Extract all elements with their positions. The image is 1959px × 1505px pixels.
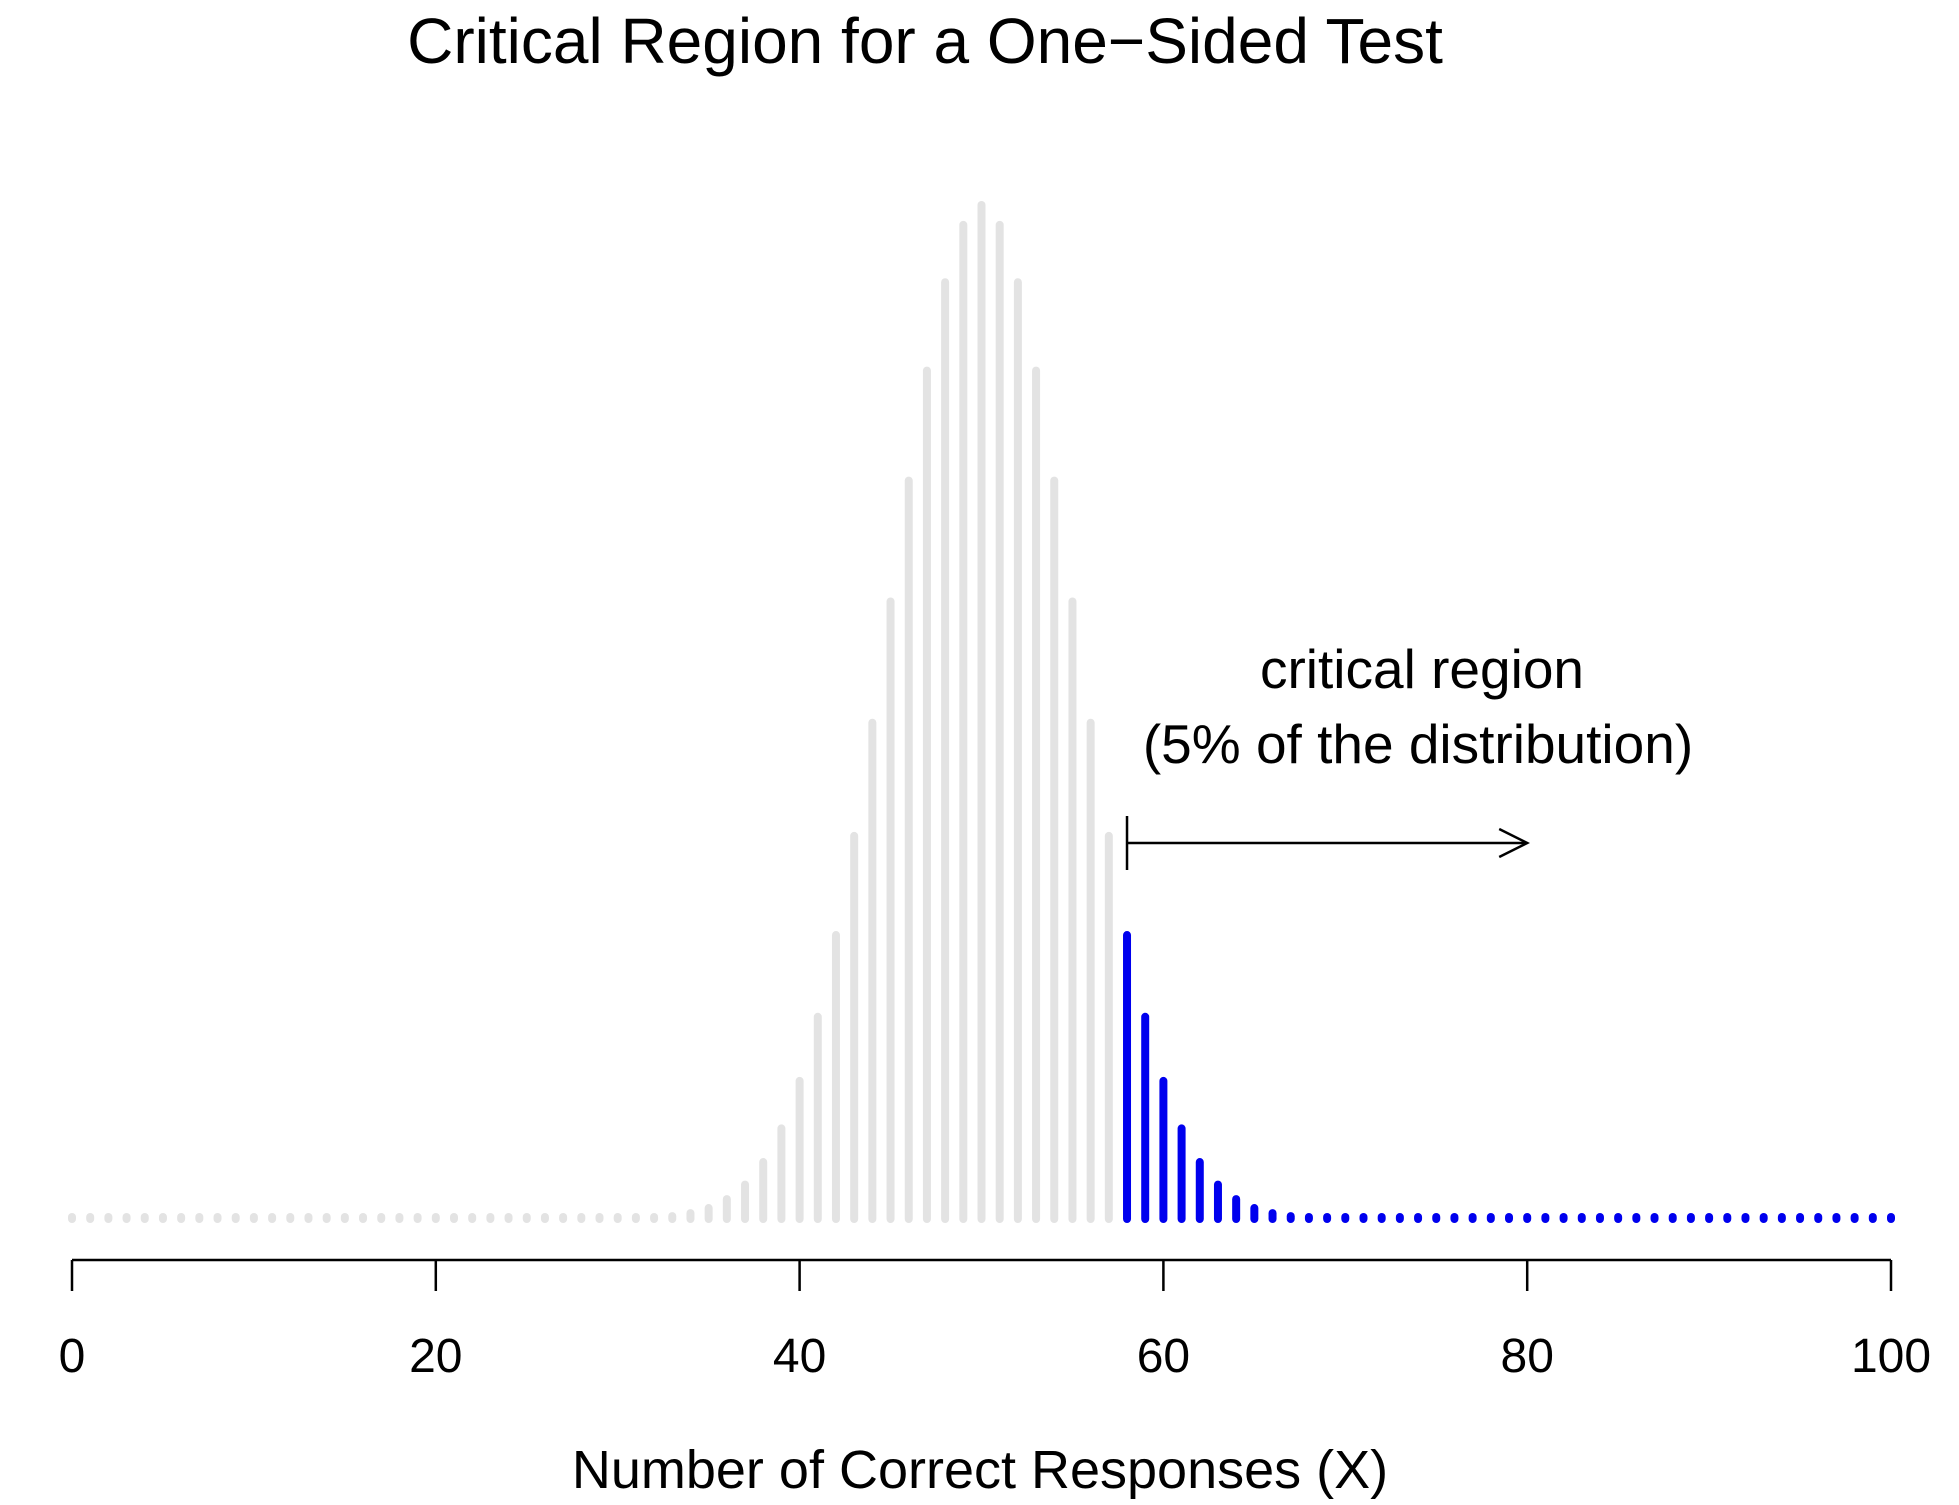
x-axis: 0 20 40 60 80 100 (59, 1258, 1931, 1383)
x-tick-label-60: 60 (1137, 1330, 1190, 1383)
x-tick-label-80: 80 (1501, 1330, 1554, 1383)
critical-region-percent-label: (5% of the distribution) (1143, 713, 1693, 775)
critical-region-arrow (1125, 816, 1530, 870)
critical-region-label: critical region (1260, 638, 1584, 700)
x-axis-label: Number of Correct Responses (X) (572, 1440, 1388, 1500)
x-tick-label-40: 40 (773, 1330, 826, 1383)
x-ticks: 0 20 40 60 80 100 (59, 1260, 1931, 1383)
chart-title: Critical Region for a One−Sided Test (407, 5, 1443, 77)
x-tick-label-20: 20 (409, 1330, 462, 1383)
x-tick-label-100: 100 (1851, 1330, 1931, 1383)
x-tick-label-0: 0 (59, 1330, 86, 1383)
bars-group (68, 201, 1895, 1223)
arrow-head (1498, 827, 1530, 859)
